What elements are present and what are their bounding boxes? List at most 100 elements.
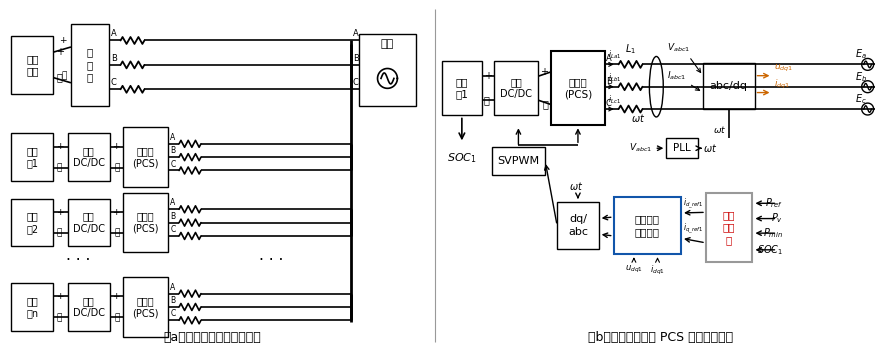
Text: $i_{q\_ref1}$: $i_{q\_ref1}$: [684, 222, 703, 236]
Text: $V_{abc1}$: $V_{abc1}$: [668, 42, 691, 54]
Text: $P_{min}$: $P_{min}$: [763, 226, 783, 240]
Text: 光伏
系统: 光伏 系统: [26, 54, 38, 76]
Text: $E_b$: $E_b$: [854, 70, 867, 84]
Text: $SOC_1$: $SOC_1$: [447, 151, 477, 165]
Bar: [551, 51, 604, 125]
Text: +: +: [60, 36, 67, 45]
Text: · · ·: · · ·: [259, 253, 284, 268]
Text: $i_{dq1}$: $i_{dq1}$: [650, 264, 665, 277]
Bar: [71, 24, 109, 106]
Text: C: C: [170, 225, 175, 234]
Text: C: C: [606, 99, 611, 108]
Text: $i_{d\_ref1}$: $i_{d\_ref1}$: [684, 197, 703, 211]
Text: 电池
簇n: 电池 簇n: [26, 296, 38, 318]
Text: $L_1$: $L_1$: [625, 43, 636, 56]
Bar: [123, 193, 168, 252]
Bar: [68, 199, 109, 246]
Text: $\omega t$: $\omega t$: [631, 112, 645, 124]
Text: B: B: [170, 146, 175, 155]
Text: B: B: [606, 77, 611, 86]
Text: －: －: [56, 229, 61, 238]
Bar: [359, 34, 417, 106]
Text: · · ·: · · ·: [66, 253, 90, 268]
Text: 协调
控制
器: 协调 控制 器: [723, 210, 735, 245]
Text: $E_c$: $E_c$: [854, 92, 867, 106]
Text: +: +: [56, 142, 63, 151]
Bar: [12, 199, 53, 246]
Text: A: A: [606, 54, 611, 64]
Text: 双向
DC/DC: 双向 DC/DC: [500, 77, 532, 100]
Text: 换流器
(PCS): 换流器 (PCS): [564, 77, 592, 100]
Text: +: +: [112, 142, 119, 151]
Text: 双向
DC/DC: 双向 DC/DC: [73, 296, 105, 318]
Text: －: －: [56, 163, 61, 172]
Text: +: +: [56, 208, 63, 217]
Text: B: B: [352, 54, 359, 63]
Text: 电压电流
双环控制: 电压电流 双环控制: [635, 214, 659, 237]
Bar: [68, 283, 109, 331]
Text: $i_{La1}$: $i_{La1}$: [608, 49, 621, 61]
Text: －: －: [61, 72, 67, 81]
Bar: [557, 202, 599, 250]
Text: 电池
簇1: 电池 簇1: [456, 77, 468, 100]
Text: 换流器
(PCS): 换流器 (PCS): [132, 296, 158, 318]
Text: A: A: [170, 198, 175, 207]
Bar: [442, 61, 481, 115]
Bar: [706, 193, 751, 262]
Text: +: +: [56, 47, 64, 57]
Text: +: +: [540, 67, 548, 77]
Text: $i_{dq1}$: $i_{dq1}$: [774, 77, 790, 91]
Text: A: A: [170, 133, 175, 142]
Bar: [123, 127, 168, 187]
Text: A: A: [110, 30, 117, 38]
Text: 逆
变
器: 逆 变 器: [86, 48, 93, 82]
Text: －: －: [483, 95, 490, 105]
Text: $i_{Lb1}$: $i_{Lb1}$: [608, 71, 621, 84]
Bar: [667, 138, 698, 158]
Bar: [494, 61, 538, 115]
Text: +: +: [483, 71, 491, 81]
Bar: [614, 197, 681, 255]
Text: B: B: [170, 212, 175, 221]
Bar: [68, 133, 109, 181]
Text: B: B: [110, 54, 117, 63]
Text: 换流器
(PCS): 换流器 (PCS): [132, 146, 158, 168]
Bar: [12, 283, 53, 331]
Bar: [12, 133, 53, 181]
Text: C: C: [352, 78, 359, 87]
Text: $V_{abc1}$: $V_{abc1}$: [629, 142, 652, 155]
Bar: [12, 36, 53, 94]
Text: 电池
簇1: 电池 簇1: [27, 146, 38, 168]
Text: $\omega t$: $\omega t$: [569, 180, 583, 192]
Text: +: +: [56, 292, 63, 301]
Text: $i_{Lc1}$: $i_{Lc1}$: [608, 94, 620, 106]
Text: B: B: [170, 296, 175, 305]
Text: 电网: 电网: [381, 39, 394, 49]
Text: A: A: [170, 283, 175, 292]
Text: +: +: [112, 292, 119, 301]
Text: abc/dq: abc/dq: [709, 81, 748, 91]
Text: －: －: [56, 73, 62, 83]
Text: A: A: [352, 30, 359, 38]
Bar: [703, 63, 755, 108]
Text: C: C: [110, 78, 117, 87]
Text: －: －: [114, 313, 119, 322]
Text: $P_v$: $P_v$: [772, 212, 783, 226]
Text: C: C: [170, 309, 175, 318]
Text: SVPWM: SVPWM: [498, 156, 539, 166]
Text: $SOC_1$: $SOC_1$: [757, 243, 783, 257]
Text: －: －: [56, 313, 61, 322]
Text: $\omega t$: $\omega t$: [703, 142, 717, 154]
Text: 换流器
(PCS): 换流器 (PCS): [132, 211, 158, 234]
Text: －: －: [114, 229, 119, 238]
Text: C: C: [170, 160, 175, 168]
Text: $u_{dq1}$: $u_{dq1}$: [625, 264, 643, 275]
Text: 双向
DC/DC: 双向 DC/DC: [73, 211, 105, 234]
Text: $\omega t$: $\omega t$: [714, 124, 727, 135]
Bar: [123, 277, 168, 337]
Text: $u_{dq1}$: $u_{dq1}$: [774, 62, 794, 74]
Text: －: －: [542, 100, 548, 109]
Text: 双向
DC/DC: 双向 DC/DC: [73, 146, 105, 168]
Text: （b）储能系统单台 PCS 并网控制框图: （b）储能系统单台 PCS 并网控制框图: [587, 331, 732, 344]
Text: +: +: [112, 208, 119, 217]
